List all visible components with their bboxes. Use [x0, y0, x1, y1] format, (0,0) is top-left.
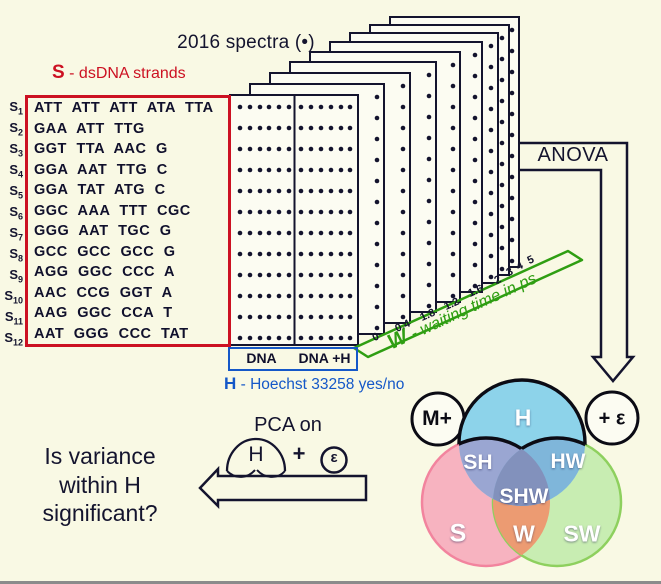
tick-label: 3: [504, 266, 515, 279]
spectra-panel-stack: [229, 16, 520, 346]
pca-set-h: H: [248, 443, 264, 466]
strand-sequence: GGA AAT TTG C: [34, 161, 168, 178]
anova-flow-arrow: [519, 141, 636, 383]
venn-label-m-plus: M+: [422, 407, 452, 430]
tick-label: 0: [370, 331, 381, 344]
anova-label: ANOVA: [537, 144, 609, 166]
tick-label: 1.8: [418, 307, 437, 324]
strand-label: S10: [4, 288, 23, 306]
condition-box: DNA DNA +H: [228, 347, 358, 371]
strand-label: S6: [9, 204, 23, 222]
strand-label: S12: [4, 330, 23, 348]
strand-sequence: AGG GGC CCC A: [34, 264, 175, 280]
strand-label: S2: [9, 120, 23, 138]
venn-label-shw: SHW: [499, 485, 549, 508]
venn-label-w: W: [513, 520, 535, 547]
venn-diagram: [410, 378, 640, 568]
strand-legend: S - dsDNA strands: [52, 62, 186, 84]
strand-sequence: AAT GGG CCC TAT: [34, 325, 189, 342]
tick-label: 5: [525, 254, 536, 267]
strand-label: S9: [9, 267, 23, 285]
venn-label-s: S: [449, 519, 467, 548]
strand-sequence: ATT ATT ATT ATA TTA: [34, 100, 214, 116]
tick-label: 1.6: [466, 283, 485, 300]
h-dome-base-icon: [226, 469, 286, 478]
hoechst-legend: H - Hoechst 33258 yes/no: [224, 374, 404, 394]
condition-dna-plus-h: DNA +H: [298, 350, 351, 366]
strand-sequence: AAG GGC CCA T: [34, 305, 173, 321]
venn-label-h: H: [514, 404, 532, 431]
strand-sequence: GGC AAA TTT CGC: [34, 202, 191, 219]
figure-bottom-edge: [0, 581, 661, 584]
epsilon-circle-icon: [320, 446, 348, 474]
strand-sequence: GAA ATT TTG: [34, 120, 145, 137]
strand-label: S8: [9, 246, 23, 264]
strand-sequence: GGT TTA AAC G: [34, 141, 168, 157]
question-text: Is variance within H significant?: [18, 442, 182, 528]
strand-legend-separator: -: [69, 65, 75, 82]
hoechst-legend-label: Hoechst 33258 yes/no: [250, 376, 405, 393]
epsilon-bubble-circle: [584, 390, 640, 446]
question-line-2: within H: [59, 471, 141, 498]
strand-sequence: GGA TAT ATG C: [34, 182, 166, 198]
tick-label: 4: [514, 259, 525, 273]
strand-row-labels: S1 S2 S3 S4 S5 S6 S7 S8 S9 S10 S11 S12: [0, 96, 23, 348]
strand-legend-label: dsDNA strands: [78, 65, 186, 82]
venn-label-plus-epsilon: + ε: [598, 407, 626, 430]
pca-plus-sign: +: [292, 441, 306, 466]
strand-label: S11: [4, 309, 23, 327]
spectra-count-title: 2016 spectra (•): [177, 32, 315, 53]
venn-label-sh: SH: [463, 451, 493, 474]
strand-sequence: GCC GCC GCC G: [34, 243, 176, 260]
tick-label: 1.2: [442, 296, 461, 313]
strand-label: S7: [9, 225, 23, 243]
tick-label: 2: [492, 274, 503, 287]
hoechst-legend-separator: -: [240, 376, 246, 393]
dsdna-strand-table: ATT ATT ATT ATA TTA GAA ATT TTG GGT TTA …: [25, 95, 231, 347]
venn-label-hw: HW: [550, 450, 586, 473]
strand-legend-symbol: S: [52, 62, 65, 83]
condition-dna: DNA: [246, 350, 277, 366]
strand-label: S1: [9, 99, 23, 117]
strand-label: S5: [9, 183, 23, 201]
waiting-time-axis-band: [352, 249, 584, 359]
strand-label: S4: [9, 162, 23, 180]
strand-sequence: AAC CCG GGT A: [34, 284, 173, 301]
strand-sequence: GGG AAT TGC G: [34, 223, 172, 239]
strand-label: S3: [9, 141, 23, 159]
question-line-3: significant?: [42, 500, 158, 526]
h-dome-icon: [225, 437, 287, 472]
question-line-1: Is variance: [44, 443, 156, 469]
hoechst-legend-symbol: H: [224, 374, 237, 393]
pca-epsilon: ε: [330, 449, 338, 466]
pca-left-arrow: [198, 465, 368, 510]
pca-title: PCA on: [254, 414, 322, 436]
venn-label-sw: SW: [563, 520, 601, 547]
